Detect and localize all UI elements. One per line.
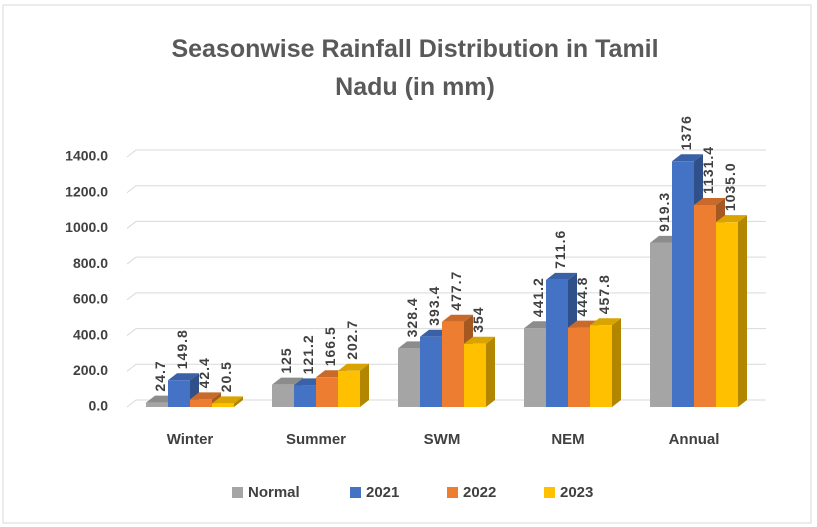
legend-swatch (350, 487, 361, 498)
y-tick-label: 1200.0 (65, 183, 108, 199)
data-label: 121.2 (300, 334, 316, 374)
bar (590, 325, 612, 407)
grid-line (126, 149, 766, 158)
bar-top (590, 318, 621, 326)
legend-label: 2022 (463, 484, 496, 501)
legend-label: 2023 (560, 484, 593, 501)
legend-label: Normal (248, 484, 300, 501)
bar-top (212, 396, 243, 404)
data-label: 441.2 (530, 277, 546, 317)
bar (316, 377, 338, 407)
legend-swatch (447, 487, 458, 498)
bar (716, 222, 738, 407)
data-label: 354 (470, 306, 486, 332)
legend-label: 2021 (366, 484, 399, 501)
bar (672, 161, 694, 407)
bar (442, 321, 464, 407)
bar (398, 348, 420, 407)
y-tick-label: 1000.0 (65, 219, 108, 235)
bar (272, 384, 294, 407)
bar (568, 327, 590, 407)
data-label: 1376 (678, 115, 694, 150)
data-label: 125 (278, 347, 294, 373)
bar (146, 402, 168, 407)
data-label: 1035.0 (722, 162, 738, 211)
legend-swatch (232, 487, 243, 498)
data-label: 149.8 (174, 329, 190, 369)
bar (650, 242, 672, 407)
bar-top (546, 272, 577, 280)
data-label: 166.5 (322, 326, 338, 366)
bar-top (272, 377, 303, 385)
data-label: 1131.4 (700, 146, 716, 194)
bar-side (612, 318, 621, 407)
bar (464, 343, 486, 407)
grid-line (126, 185, 766, 194)
bar (338, 370, 360, 407)
bar (168, 380, 190, 407)
data-label: 477.7 (448, 271, 464, 311)
bar (212, 403, 234, 407)
y-tick-label: 600.0 (73, 291, 108, 307)
bar-side (360, 363, 369, 407)
data-label: 20.5 (218, 361, 234, 392)
data-label: 42.4 (196, 357, 212, 388)
bar (694, 204, 716, 407)
legend-swatch (544, 487, 555, 498)
grid-line (126, 220, 766, 229)
data-label: 711.6 (552, 230, 568, 269)
bar-top (338, 363, 369, 371)
grid-line (126, 256, 766, 265)
bar-side (486, 336, 495, 407)
x-tick-label: Annual (669, 431, 720, 448)
x-tick-label: Winter (167, 431, 214, 448)
bar (294, 385, 316, 407)
y-tick-label: 1400.0 (65, 148, 108, 164)
bar-top (694, 197, 725, 205)
data-label: 24.7 (152, 360, 168, 391)
y-tick-label: 400.0 (73, 326, 108, 342)
y-tick-label: 200.0 (73, 362, 108, 378)
data-label: 444.8 (574, 277, 590, 317)
bar-top (672, 154, 703, 162)
bar-top (168, 373, 199, 381)
data-label: 457.8 (596, 274, 612, 314)
bar (190, 399, 212, 407)
data-label: 202.7 (344, 320, 360, 360)
x-tick-label: SWM (424, 431, 461, 448)
bar (546, 279, 568, 407)
chart-title: Seasonwise Rainfall Distribution in Tami… (171, 35, 659, 101)
y-tick-label: 800.0 (73, 255, 108, 271)
bar-top (464, 336, 495, 344)
bar-side (738, 215, 747, 407)
bar-top (190, 392, 221, 400)
bar-top (442, 314, 473, 322)
bar-top (716, 215, 747, 223)
bar (420, 336, 442, 407)
x-tick-label: Summer (286, 431, 346, 448)
x-tick-label: NEM (551, 431, 584, 448)
bar-side (234, 396, 243, 407)
bar (524, 328, 546, 407)
data-label: 919.3 (656, 192, 672, 232)
data-label: 393.4 (426, 286, 442, 326)
data-label: 328.4 (404, 297, 420, 337)
y-tick-label: 0.0 (89, 398, 109, 414)
